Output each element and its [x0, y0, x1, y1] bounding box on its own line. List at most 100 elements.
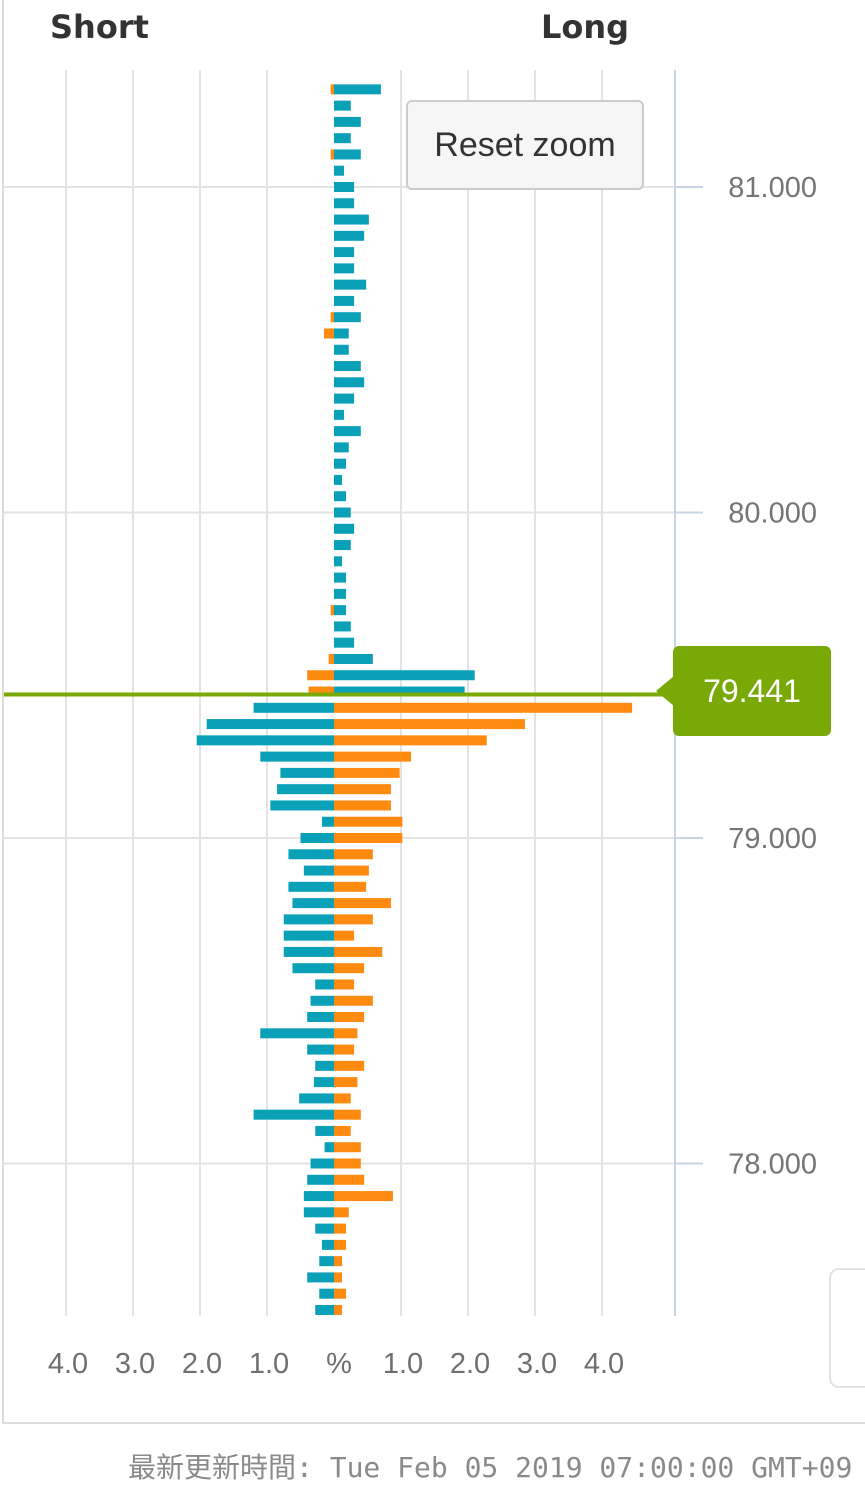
- long-bar: [334, 279, 367, 290]
- long-bar: [334, 702, 633, 713]
- long-bar: [334, 686, 465, 697]
- long-bar: [334, 1223, 347, 1234]
- short-header: Short: [50, 8, 149, 46]
- long-bar: [334, 800, 391, 811]
- short-bar: [283, 914, 334, 925]
- long-bar: [334, 100, 351, 111]
- short-bar: [315, 979, 334, 990]
- long-bar: [334, 719, 525, 730]
- short-bar: [292, 963, 334, 974]
- bars: [196, 84, 633, 1315]
- short-bar: [288, 849, 334, 860]
- long-bar: [334, 361, 361, 372]
- short-bar: [315, 1125, 334, 1136]
- long-bar: [334, 1288, 347, 1299]
- short-bar: [206, 719, 334, 730]
- overlays: 81.000 80.000 79.000 78.000 4.0 3.0 2.0 1.0% 1.0…: [4, 172, 817, 1380]
- long-bar: [334, 1256, 343, 1267]
- long-bar: [334, 556, 343, 567]
- short-overhead-bar: [330, 312, 334, 323]
- short-bar: [270, 800, 334, 811]
- long-bar: [334, 670, 475, 681]
- short-bar: [315, 1223, 334, 1234]
- long-bar: [334, 767, 400, 778]
- long-bar: [334, 149, 361, 160]
- short-bar: [310, 995, 334, 1006]
- short-bar: [292, 898, 334, 909]
- short-bar: [283, 946, 334, 957]
- reset-zoom-button[interactable]: Reset zoom: [406, 100, 644, 190]
- long-bar: [334, 458, 347, 469]
- short-bar: [277, 784, 334, 795]
- long-header: Long: [541, 8, 629, 46]
- long-bar: [334, 605, 347, 616]
- short-bar: [313, 1077, 334, 1088]
- long-bar: [334, 474, 343, 485]
- long-bar: [334, 182, 355, 192]
- long-bar: [334, 653, 373, 664]
- long-bar: [334, 735, 487, 746]
- long-bar: [334, 1174, 365, 1185]
- short-bar: [315, 1060, 334, 1071]
- long-bar: [334, 963, 365, 974]
- long-bar: [334, 979, 355, 990]
- long-bar: [334, 898, 391, 909]
- short-bar: [307, 1174, 334, 1185]
- long-bar: [334, 572, 347, 583]
- short-overhead-bar: [330, 605, 334, 616]
- short-bar: [315, 1304, 334, 1315]
- long-bar: [334, 833, 403, 843]
- long-bar: [334, 133, 351, 144]
- long-bar: [334, 914, 373, 925]
- long-bar: [334, 523, 355, 534]
- short-bar: [253, 702, 334, 713]
- short-bar: [321, 816, 334, 827]
- x-tick-label: 1.0: [249, 1348, 289, 1380]
- short-bar: [307, 1044, 334, 1055]
- long-bar: [334, 1109, 361, 1120]
- long-bar: [334, 230, 365, 241]
- x-tick-label: 4.0: [584, 1348, 624, 1380]
- long-bar: [334, 214, 369, 225]
- long-bar: [334, 393, 355, 404]
- short-bar: [324, 1142, 334, 1153]
- long-bar: [334, 312, 361, 323]
- short-bar: [319, 1256, 334, 1267]
- short-bar: [253, 1109, 334, 1120]
- long-bar: [334, 751, 412, 762]
- long-bar: [334, 1093, 351, 1104]
- long-bar: [334, 377, 365, 388]
- last-updated-text: 最新更新時間: Tue Feb 05 2019 07:00:00 GMT+09: [128, 1451, 853, 1484]
- side-panel-tab[interactable]: [829, 1268, 865, 1388]
- short-bar: [307, 1272, 334, 1283]
- short-bar: [303, 1191, 334, 1202]
- price-badge-pointer: [656, 676, 674, 706]
- y-tick-label: 81.000: [728, 172, 817, 204]
- short-bar: [319, 1288, 334, 1299]
- long-bar: [334, 946, 383, 957]
- x-tick-label: 3.0: [115, 1348, 155, 1380]
- y-tick-label: 80.000: [728, 498, 817, 530]
- long-bar: [334, 1304, 343, 1315]
- long-bar: [334, 1191, 393, 1202]
- long-bar: [334, 409, 345, 420]
- short-bar: [307, 1012, 334, 1023]
- long-bar: [334, 1077, 358, 1088]
- short-bar: [303, 865, 334, 876]
- long-bar: [334, 1012, 365, 1023]
- short-bar: [260, 751, 334, 762]
- long-bar: [334, 426, 361, 437]
- short-bar: [283, 930, 334, 941]
- long-bar: [334, 507, 351, 518]
- y-tick-label: 78.000: [728, 1149, 817, 1181]
- long-bar: [334, 588, 347, 599]
- long-bar: [334, 198, 355, 209]
- long-bar: [334, 165, 345, 176]
- x-tick-label: 1.0: [383, 1348, 423, 1380]
- short-overhead-bar: [330, 149, 334, 160]
- long-bar: [334, 1239, 347, 1250]
- order-book-chart: 81.000 80.000 79.000 78.000 4.0 3.0 2.0 1.0% 1.0…: [4, 8, 817, 1380]
- long-bar: [334, 637, 355, 648]
- long-bar: [334, 865, 369, 876]
- y-tick-label: 79.000: [728, 823, 817, 855]
